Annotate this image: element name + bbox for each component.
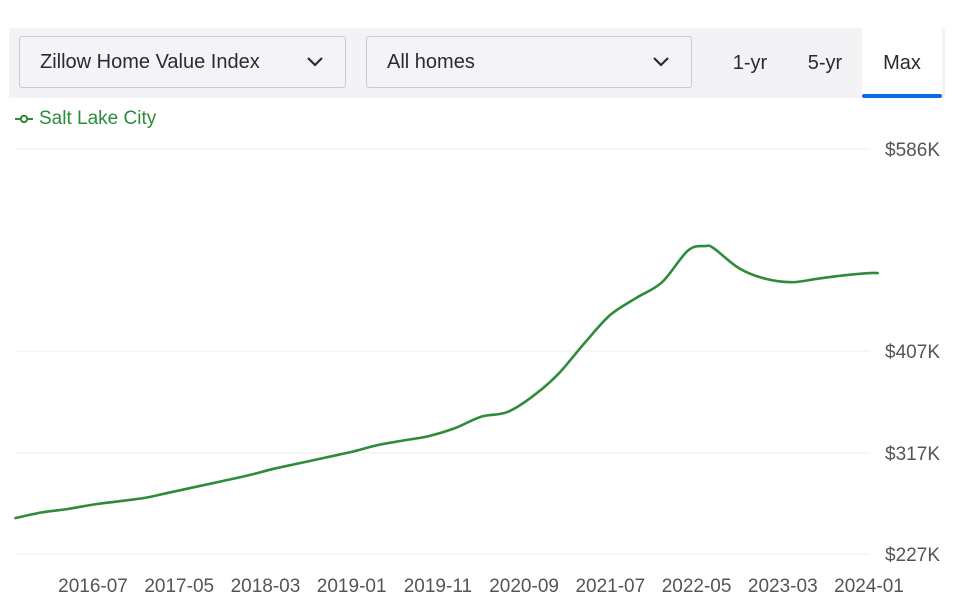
metric-dropdown-label: Zillow Home Value Index <box>40 50 260 73</box>
y-tick-label: $586K <box>885 140 940 161</box>
y-tick-label: $407K <box>885 342 940 363</box>
x-tick-label: 2022-05 <box>662 576 732 597</box>
tab-label: Max <box>883 51 921 74</box>
chart-toolbar: Zillow Home Value Index All homes 1-yr 5… <box>9 28 945 98</box>
chevron-down-icon <box>653 57 669 67</box>
x-tick-label: 2021-07 <box>575 576 645 597</box>
tab-1-yr[interactable]: 1-yr <box>721 28 779 98</box>
legend-line-marker-icon <box>15 114 33 124</box>
legend-series-name: Salt Lake City <box>39 108 157 129</box>
x-tick-label: 2018-03 <box>231 576 301 597</box>
x-tick-label: 2019-11 <box>404 576 472 597</box>
metric-dropdown[interactable]: Zillow Home Value Index <box>19 36 346 88</box>
x-tick-label: 2024-01 <box>834 576 904 597</box>
chevron-down-icon <box>307 57 323 67</box>
y-tick-label: $317K <box>885 444 940 465</box>
x-tick-label: 2020-09 <box>489 576 559 597</box>
home-type-dropdown-label: All homes <box>387 50 475 73</box>
tab-label: 5-yr <box>807 51 843 74</box>
tab-max[interactable]: Max <box>862 28 942 98</box>
tab-5-yr[interactable]: 5-yr <box>795 28 855 98</box>
x-tick-label: 2023-03 <box>748 576 818 597</box>
x-tick-label: 2019-01 <box>317 576 387 597</box>
x-tick-label: 2017-05 <box>144 576 214 597</box>
tab-label: 1-yr <box>732 51 768 74</box>
active-tab-indicator <box>862 94 942 98</box>
home-type-dropdown[interactable]: All homes <box>366 36 692 88</box>
series-line-salt-lake-city[interactable] <box>14 244 879 520</box>
y-tick-label: $227K <box>885 545 940 566</box>
chart-legend: Salt Lake City <box>15 108 156 130</box>
x-tick-label: 2016-07 <box>58 576 128 597</box>
